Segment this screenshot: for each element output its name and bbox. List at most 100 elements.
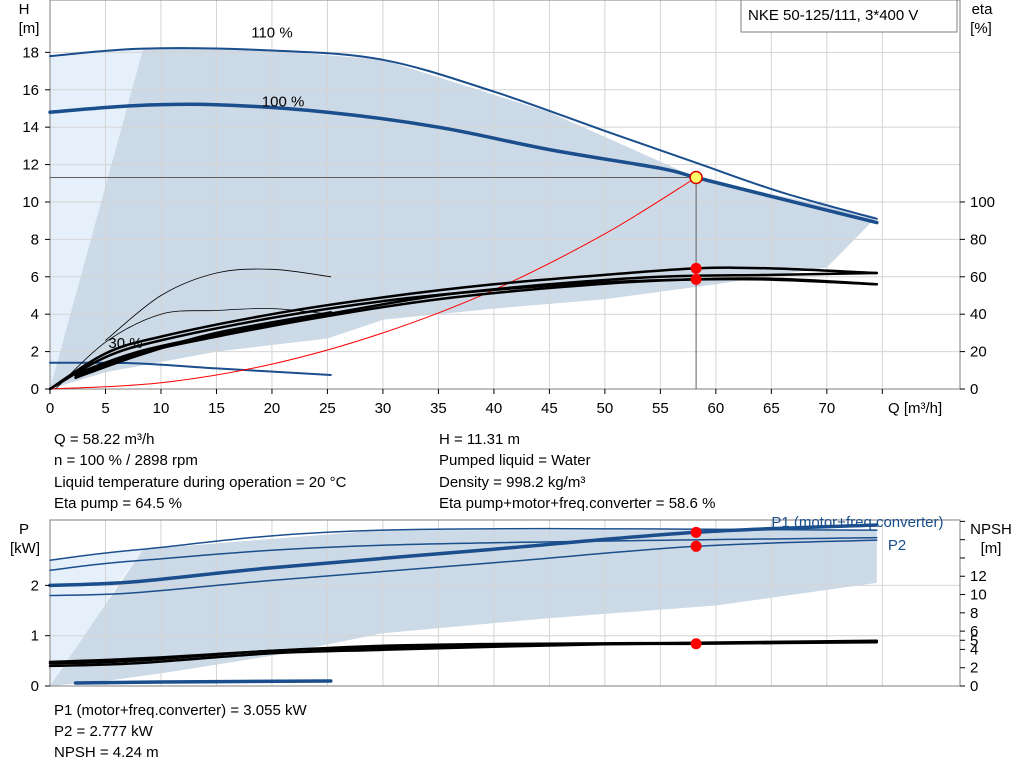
readout-head: H = 11.31 m <box>439 431 521 448</box>
flow-tick-label: 70 <box>818 400 835 417</box>
pump-label-box: NKE 50-125/111, 3*400 V <box>740 0 958 33</box>
power-curve <box>49 536 878 572</box>
head-chart: 110 %100 %30 % 0 5 10 15 20 25 30 35 40 45 50 55 60 6… <box>19 0 995 417</box>
eta-tick-label: 80 <box>970 231 987 248</box>
head-chart-envelope <box>50 46 877 390</box>
flow-tick-label: 65 <box>763 400 780 417</box>
power-curve <box>49 539 878 597</box>
eta-axis-title: eta [%] <box>970 1 993 37</box>
head-tick-label: 14 <box>22 119 39 136</box>
readout-p2: P2 = 2.777 kW <box>54 723 153 740</box>
efficiency-operating-point <box>690 273 702 285</box>
readout-pumped-liquid: Pumped liquid = Water <box>439 452 591 469</box>
efficiency-curve-thin <box>105 268 332 341</box>
flow-tick-label: 5 <box>101 400 109 417</box>
readout-p1: P1 (motor+freq.converter) = 3.055 kW <box>54 702 307 719</box>
flow-tick-label: 40 <box>486 400 503 417</box>
power-axis-title-unit: [kW] <box>10 540 40 557</box>
flow-tick-label: 15 <box>208 400 225 417</box>
head-envelope-area <box>50 46 877 390</box>
eta-tick-label: 0 <box>970 381 978 398</box>
efficiency-operating-point <box>690 262 702 274</box>
head-chart-grid <box>49 0 960 390</box>
speed-curve-label: 100 % <box>262 94 305 111</box>
power-tick-label: 1 <box>31 628 39 645</box>
head-tick-label: 8 <box>31 231 39 248</box>
efficiency-curve-thin <box>55 308 332 390</box>
flow-tick-label: 25 <box>319 400 336 417</box>
power-tick-label: 0 <box>31 678 39 695</box>
head-tick-label: 4 <box>31 306 39 323</box>
power-chart-plot-frame <box>49 519 961 687</box>
flow-tick-label: 35 <box>430 400 447 417</box>
readout-eta-total: Eta pump+motor+freq.converter = 58.6 % <box>439 495 716 512</box>
efficiency-curve <box>74 311 333 380</box>
eta-tick-label: 60 <box>970 269 987 286</box>
eta-tick-label: 40 <box>970 306 987 323</box>
pump-label-frame <box>740 0 958 33</box>
power-series-label: P2 <box>888 537 906 554</box>
pump-label: NKE 50-125/111, 3*400 V <box>748 7 918 24</box>
npsh-tick-label: 0 <box>970 678 978 695</box>
flow-tick-label: 50 <box>597 400 614 417</box>
npsh-tick-label: 12 <box>970 568 987 585</box>
system-curve <box>49 177 697 390</box>
flow-tick-label: 10 <box>153 400 170 417</box>
efficiency-curve <box>48 266 879 391</box>
eta-tick-label: 100 <box>970 194 995 211</box>
power-operating-point <box>690 526 702 538</box>
power-operating-point <box>690 540 702 552</box>
readout-speed: n = 100 % / 2898 rpm <box>54 452 198 469</box>
npsh-tick-label: 5 <box>970 632 978 649</box>
power-tick-label: 2 <box>31 577 39 594</box>
npsh-axis-title-symbol: NPSH <box>970 521 1012 538</box>
power-chart: P1 (motor+freq.converter)P2 012024568101… <box>10 514 1012 695</box>
speed-curve-label: 30 % <box>108 335 142 352</box>
eta-tick-label: 20 <box>970 344 987 361</box>
flow-tick-label: 60 <box>708 400 725 417</box>
flow-tick-label: 55 <box>652 400 669 417</box>
head-tick-label: 0 <box>31 381 39 398</box>
head-chart-plot-frame <box>49 0 961 390</box>
head-tick-label: 18 <box>22 44 39 61</box>
power-series-label: P1 (motor+freq.converter) <box>771 514 943 531</box>
power-curve <box>49 527 878 561</box>
npsh-tick-label: 6 <box>970 623 978 640</box>
power-chart-curves: P1 (motor+freq.converter) P2 <box>48 514 943 685</box>
npsh-axis-title-unit: [m] <box>981 540 1002 557</box>
power-curve <box>73 679 333 685</box>
eta-axis-title-symbol: eta <box>972 1 994 18</box>
npsh-tick-label: 4 <box>970 641 978 658</box>
readout-npsh: NPSH = 4.24 m <box>54 744 159 761</box>
speed-curve-label: 110 % <box>251 24 292 41</box>
head-curve <box>49 47 878 220</box>
power-chart-envelope <box>50 530 877 686</box>
npsh-curve <box>48 639 879 664</box>
flow-tick-label: 45 <box>541 400 558 417</box>
power-chart-operating-marks <box>690 526 702 650</box>
npsh-tick-label: 2 <box>970 660 978 677</box>
readout-liquid-temperature: Liquid temperature during operation = 20… <box>54 474 347 491</box>
eta-axis-title-unit: [%] <box>970 20 992 37</box>
head-curve <box>48 102 879 225</box>
head-chart-axes: 0 5 10 15 20 25 30 35 40 45 50 55 60 65 70 0 2 4 6 8 10 12 14 1… <box>22 44 995 417</box>
head-tick-label: 10 <box>22 194 39 211</box>
power-axis-title: P [kW] <box>10 521 40 557</box>
readout-density: Density = 998.2 kg/m³ <box>439 474 586 491</box>
flow-axis-title: Q [m³/h] <box>888 400 942 417</box>
power-operating-point <box>690 638 702 650</box>
head-tick-label: 12 <box>22 157 39 174</box>
power-curve <box>48 523 879 588</box>
readout-eta-pump: Eta pump = 64.5 % <box>54 495 182 512</box>
head-tick-label: 2 <box>31 344 39 361</box>
head-tick-label: 6 <box>31 269 39 286</box>
power-envelope-area <box>50 530 877 686</box>
duty-point-marker <box>689 170 703 185</box>
head-tick-label: 16 <box>22 82 39 99</box>
npsh-axis-title: NPSH [m] <box>970 521 1012 557</box>
flow-tick-label: 30 <box>375 400 392 417</box>
head-chart-operating-marks <box>689 170 703 285</box>
readout-flow: Q = 58.22 m³/h <box>54 431 155 448</box>
